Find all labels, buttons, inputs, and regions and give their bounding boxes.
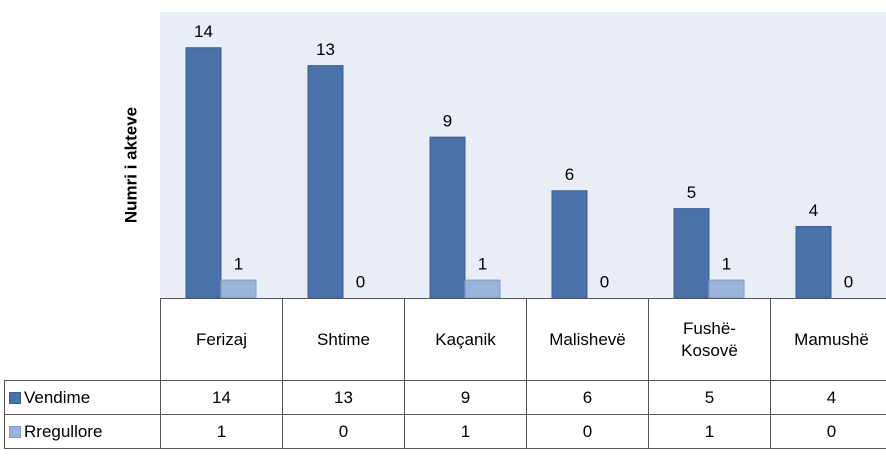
bar (429, 136, 466, 299)
data-label: 0 (356, 272, 365, 291)
data-label: 6 (565, 165, 574, 184)
data-label: 14 (194, 22, 213, 41)
category-cell: Ferizaj (160, 298, 283, 381)
data-label: 1 (478, 255, 487, 274)
data-label: 1 (722, 255, 731, 274)
legend-swatch (9, 425, 21, 438)
category-cell: Kaçanik (404, 298, 527, 381)
category-cell: Shtime (282, 298, 405, 381)
legend-cell: Vendime (4, 380, 161, 415)
legend-label: Rregullore (24, 421, 103, 441)
table-value: 5 (648, 380, 771, 415)
table-value: 4 (770, 380, 886, 415)
legend-label: Vendime (24, 387, 91, 407)
table-value: 0 (526, 414, 649, 449)
data-label: 0 (844, 272, 853, 291)
data-label: 4 (809, 201, 818, 220)
legend-swatch (9, 391, 21, 404)
data-label: 13 (316, 40, 335, 59)
table-value: 13 (282, 380, 405, 415)
table-value: 0 (770, 414, 886, 449)
data-label: 0 (600, 272, 609, 291)
data-label: 5 (687, 183, 696, 202)
category-cell: Malishevë (526, 298, 649, 381)
bar (708, 279, 745, 299)
table-value: 14 (160, 380, 283, 415)
category-cell: Fushë- Kosovë (648, 298, 771, 381)
bar (795, 226, 832, 299)
bar (185, 47, 222, 299)
table-value: 1 (160, 414, 283, 449)
table-value: 1 (404, 414, 527, 449)
category-cell: Mamushë (770, 298, 886, 381)
table-value: 6 (526, 380, 649, 415)
bar (464, 279, 501, 299)
table-value: 0 (282, 414, 405, 449)
table-value: 1 (648, 414, 771, 449)
bar (673, 208, 710, 299)
y-axis-title: Numri i akteve (121, 107, 140, 223)
data-label: 1 (234, 255, 243, 274)
bar (307, 65, 344, 299)
data-label: 9 (443, 112, 452, 131)
bar (220, 279, 257, 299)
plot-area (160, 12, 886, 298)
legend-cell: Rregullore (4, 414, 161, 449)
table-value: 9 (404, 380, 527, 415)
bar (551, 190, 588, 299)
